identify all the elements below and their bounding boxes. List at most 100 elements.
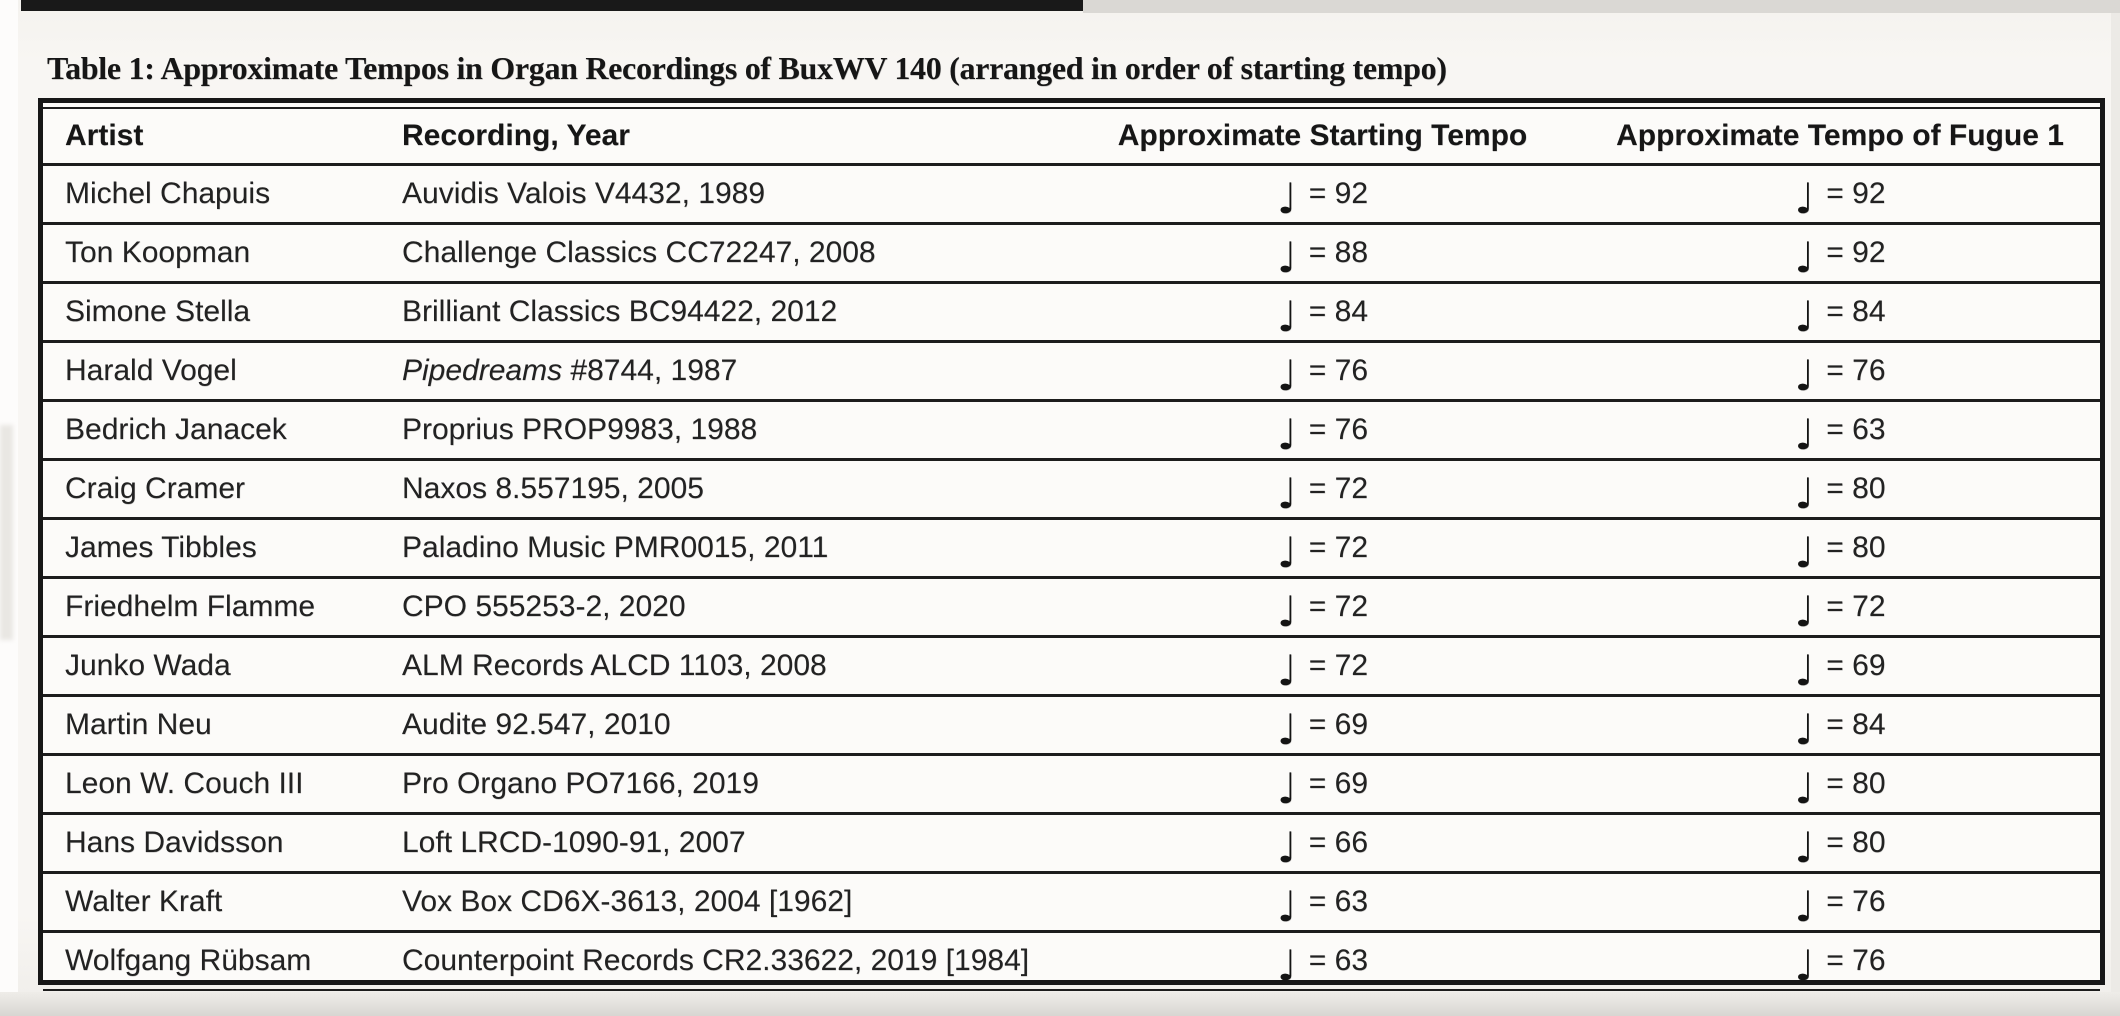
fugue-tempo-value: = 84: [1826, 707, 1886, 741]
artist-name: Hans Davidsson: [65, 825, 284, 859]
artist-cell: Simone Stella: [43, 282, 400, 343]
fugue-tempo-cell: ♩ = 80: [1580, 754, 2100, 815]
starting-tempo-value: = 76: [1308, 412, 1369, 446]
recording-cell: Brilliant Classics BC94422, 2012: [400, 282, 1065, 343]
artist-cell: Michel Chapuis: [43, 164, 400, 225]
fugue-tempo-cell: ♩ = 76: [1580, 341, 2100, 402]
recording-cell: Audite 92.547, 2010: [400, 695, 1065, 756]
column-header-artist: Artist: [43, 108, 400, 166]
artist-name: Michel Chapuis: [65, 176, 271, 210]
scan-artifact-top-bar: [21, 0, 1083, 11]
column-header-recording-year: Recording, Year: [400, 108, 1065, 166]
table-row: Bedrich Janacek Proprius PROP9983, 1988 …: [43, 400, 2100, 461]
fugue-tempo-value: = 80: [1826, 471, 1886, 505]
recording-text: Brilliant Classics BC94422, 2012: [402, 294, 838, 328]
starting-tempo-cell: ♩ = 76: [1065, 400, 1580, 461]
starting-tempo-value: = 76: [1308, 353, 1369, 387]
starting-tempo-value: = 66: [1308, 825, 1369, 859]
header-row: Artist Recording, Year Approximate Start…: [43, 108, 2100, 166]
artist-name: Walter Kraft: [65, 884, 223, 918]
table-row: Simone Stella Brilliant Classics BC94422…: [43, 282, 2100, 343]
fugue-tempo-value: = 69: [1826, 648, 1886, 682]
fugue-tempo-cell: ♩ = 80: [1580, 459, 2100, 520]
fugue-tempo-value: = 76: [1826, 884, 1886, 918]
fugue-tempo-cell: ♩ = 76: [1794, 940, 1886, 990]
starting-tempo-value: = 72: [1308, 530, 1369, 564]
recording-cell: Vox Box CD6X-3613, 2004 [1962]: [400, 872, 1065, 933]
recording-cell: Pipedreams #8744, 1987: [400, 341, 1065, 402]
artist-name: Leon W. Couch III: [65, 766, 304, 800]
fugue-tempo-value: = 80: [1826, 766, 1886, 800]
artist-cell: Martin Neu: [43, 695, 400, 756]
fugue-tempo-value: = 76: [1826, 943, 1886, 977]
recording-text: #8744, 1987: [562, 353, 738, 387]
artist-cell: Hans Davidsson: [43, 813, 400, 874]
starting-tempo-value: = 63: [1308, 884, 1369, 918]
recording-text: ALM Records ALCD 1103, 2008: [402, 648, 827, 682]
table-row: James Tibbles Paladino Music PMR0015, 20…: [43, 518, 2100, 579]
fugue-tempo-value: = 63: [1826, 412, 1886, 446]
fugue-tempo-cell: ♩ = 92: [1580, 223, 2100, 284]
fugue-tempo-value: = 76: [1826, 353, 1886, 387]
starting-tempo-cell: ♩ = 63: [1065, 872, 1580, 933]
starting-tempo-cell: ♩ = 72: [1065, 518, 1580, 579]
artist-cell: Craig Cramer: [43, 459, 400, 520]
recording-cell: Auvidis Valois V4432, 1989: [400, 164, 1065, 225]
artist-cell: Harald Vogel: [43, 341, 400, 402]
starting-tempo-cell: ♩ = 72: [1065, 459, 1580, 520]
fugue-tempo-cell: ♩ = 69: [1580, 636, 2100, 697]
starting-tempo-cell: ♩ = 72: [1065, 577, 1580, 638]
recording-text: Proprius PROP9983, 1988: [402, 412, 758, 446]
artist-name: Friedhelm Flamme: [65, 589, 316, 623]
table-row: Hans Davidsson Loft LRCD-1090-91, 2007 ♩…: [43, 813, 2100, 874]
starting-tempo-value: = 72: [1308, 648, 1369, 682]
fugue-tempo-cell: ♩ = 92: [1580, 164, 2100, 225]
table-row: Walter Kraft Vox Box CD6X-3613, 2004 [19…: [43, 872, 2100, 933]
table-row: Junko Wada ALM Records ALCD 1103, 2008 ♩…: [43, 636, 2100, 697]
table-row: Ton Koopman Challenge Classics CC72247, …: [43, 223, 2100, 284]
starting-tempo-value: = 72: [1308, 471, 1369, 505]
artist-name: Wolfgang Rübsam: [65, 943, 312, 977]
scan-artifact-left-smudge: [0, 425, 13, 640]
table-body: Michel Chapuis Auvidis Valois V4432, 198…: [43, 164, 2100, 990]
recording-cell: Paladino Music PMR0015, 2011: [400, 518, 1065, 579]
artist-name: James Tibbles: [65, 530, 257, 564]
starting-tempo-value: = 69: [1308, 707, 1369, 741]
starting-tempo-cell: ♩ = 84: [1065, 282, 1580, 343]
fugue-tempo-value: = 84: [1826, 294, 1886, 328]
starting-tempo-cell: ♩ = 63: [1276, 940, 1369, 990]
table-row: Leon W. Couch III Pro Organo PO7166, 201…: [43, 754, 2100, 815]
fugue-tempo-cell: ♩ = 80: [1580, 813, 2100, 874]
artist-name: Bedrich Janacek: [65, 412, 287, 446]
table-row: Michel Chapuis Auvidis Valois V4432, 198…: [43, 164, 2100, 225]
artist-cell: Bedrich Janacek: [43, 400, 400, 461]
recording-text: Pro Organo PO7166, 2019: [402, 766, 759, 800]
artist-cell: Ton Koopman: [43, 223, 400, 284]
artist-cell: Leon W. Couch III: [43, 754, 400, 815]
fugue-tempo-value: = 72: [1826, 589, 1886, 623]
artist-cell: James Tibbles: [43, 518, 400, 579]
artist-name: Harald Vogel: [65, 353, 237, 387]
recording-cell: Proprius PROP9983, 1988: [400, 400, 1065, 461]
recording-text: Auvidis Valois V4432, 1989: [402, 176, 766, 210]
recording-cell: ALM Records ALCD 1103, 2008: [400, 636, 1065, 697]
starting-tempo-value: = 92: [1308, 176, 1369, 210]
table-row: Wolfgang Rübsam Counterpoint Records CR2…: [43, 931, 2100, 990]
artist-name: Simone Stella: [65, 294, 251, 328]
table-row: Craig Cramer Naxos 8.557195, 2005 ♩ = 72 …: [43, 459, 2100, 520]
starting-tempo-value: = 63: [1308, 943, 1369, 977]
recording-text: Vox Box CD6X-3613, 2004 [1962]: [402, 884, 853, 918]
starting-tempo-cell: ♩ = 69: [1065, 695, 1580, 756]
table-row: Friedhelm Flamme CPO 555253-2, 2020 ♩ = 7…: [43, 577, 2100, 638]
fugue-tempo-cell: ♩ = 84: [1580, 282, 2100, 343]
artist-name: Ton Koopman: [65, 235, 251, 269]
fugue-tempo-cell: ♩ = 72: [1580, 577, 2100, 638]
starting-tempo-value: = 72: [1308, 589, 1369, 623]
artist-cell: Junko Wada: [43, 636, 400, 697]
scan-artifact-top-right: [1083, 0, 2120, 13]
recording-text: Audite 92.547, 2010: [402, 707, 671, 741]
column-header-starting-tempo: Approximate Starting Tempo: [1065, 108, 1580, 166]
tempo-table-grid: Artist Recording, Year Approximate Start…: [43, 107, 2100, 991]
starting-tempo-cell: ♩ = 66: [1065, 813, 1580, 874]
starting-tempo-cell: ♩ = 69: [1065, 754, 1580, 815]
